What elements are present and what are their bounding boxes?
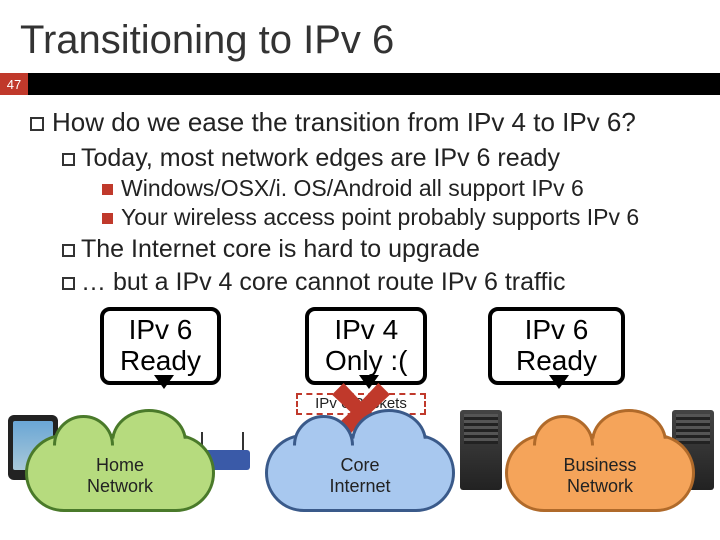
slide-number-bar: 47 <box>0 73 720 95</box>
network-diagram: IPv 6 Ready IPv 4 Only :( IPv 6 Ready IP… <box>0 365 720 530</box>
question-text: How do we ease the transition from IPv 4… <box>52 107 636 137</box>
level2-item: … but a IPv 4 core cannot route IPv 6 tr… <box>62 268 690 297</box>
cloud-label: Business Network <box>508 455 692 497</box>
bullet-square-icon <box>102 213 113 224</box>
callout-core-ipv4: IPv 4 Only :( <box>305 307 427 385</box>
bullet-box-icon <box>62 244 75 257</box>
cloud-label-l2: Network <box>87 476 153 496</box>
level2-item: The Internet core is hard to upgrade <box>62 235 690 264</box>
bullet-square-icon <box>102 184 113 195</box>
cloud-label-l1: Business <box>563 455 636 475</box>
level2-item: Today, most network edges are IPv 6 read… <box>62 144 690 173</box>
cloud-home-network: Home Network <box>25 434 215 512</box>
level1-question: How do we ease the transition from IPv 4… <box>30 107 690 138</box>
bullet-box-icon <box>62 277 75 290</box>
server-icon <box>460 410 502 490</box>
cloud-label-l1: Home <box>96 455 144 475</box>
b1b-text: Your wireless access point probably supp… <box>121 204 639 230</box>
b3-text: … but a IPv 4 core cannot route IPv 6 tr… <box>81 268 566 296</box>
callout-business-ready: IPv 6 Ready <box>488 307 625 385</box>
b1-text: Today, most network edges are IPv 6 read… <box>81 144 560 172</box>
cloud-label: Home Network <box>28 455 212 497</box>
cloud-business-network: Business Network <box>505 434 695 512</box>
level3-item: Windows/OSX/i. OS/Android all support IP… <box>102 175 690 202</box>
level3-item: Your wireless access point probably supp… <box>102 204 690 231</box>
cloud-label-l2: Internet <box>329 476 390 496</box>
bullet-box-icon <box>30 117 44 131</box>
b1a-text: Windows/OSX/i. OS/Android all support IP… <box>121 175 584 201</box>
slide-number: 47 <box>0 73 28 95</box>
cloud-label: Core Internet <box>268 455 452 497</box>
bar-fill <box>28 73 720 95</box>
bullet-box-icon <box>62 153 75 166</box>
cloud-core-internet: Core Internet <box>265 434 455 512</box>
cloud-label-l1: Core <box>340 455 379 475</box>
content-area: How do we ease the transition from IPv 4… <box>0 95 720 297</box>
slide-title: Transitioning to IPv 6 <box>0 0 720 73</box>
callout-home-ready: IPv 6 Ready <box>100 307 221 385</box>
cloud-label-l2: Network <box>567 476 633 496</box>
b2-text: The Internet core is hard to upgrade <box>81 235 480 263</box>
